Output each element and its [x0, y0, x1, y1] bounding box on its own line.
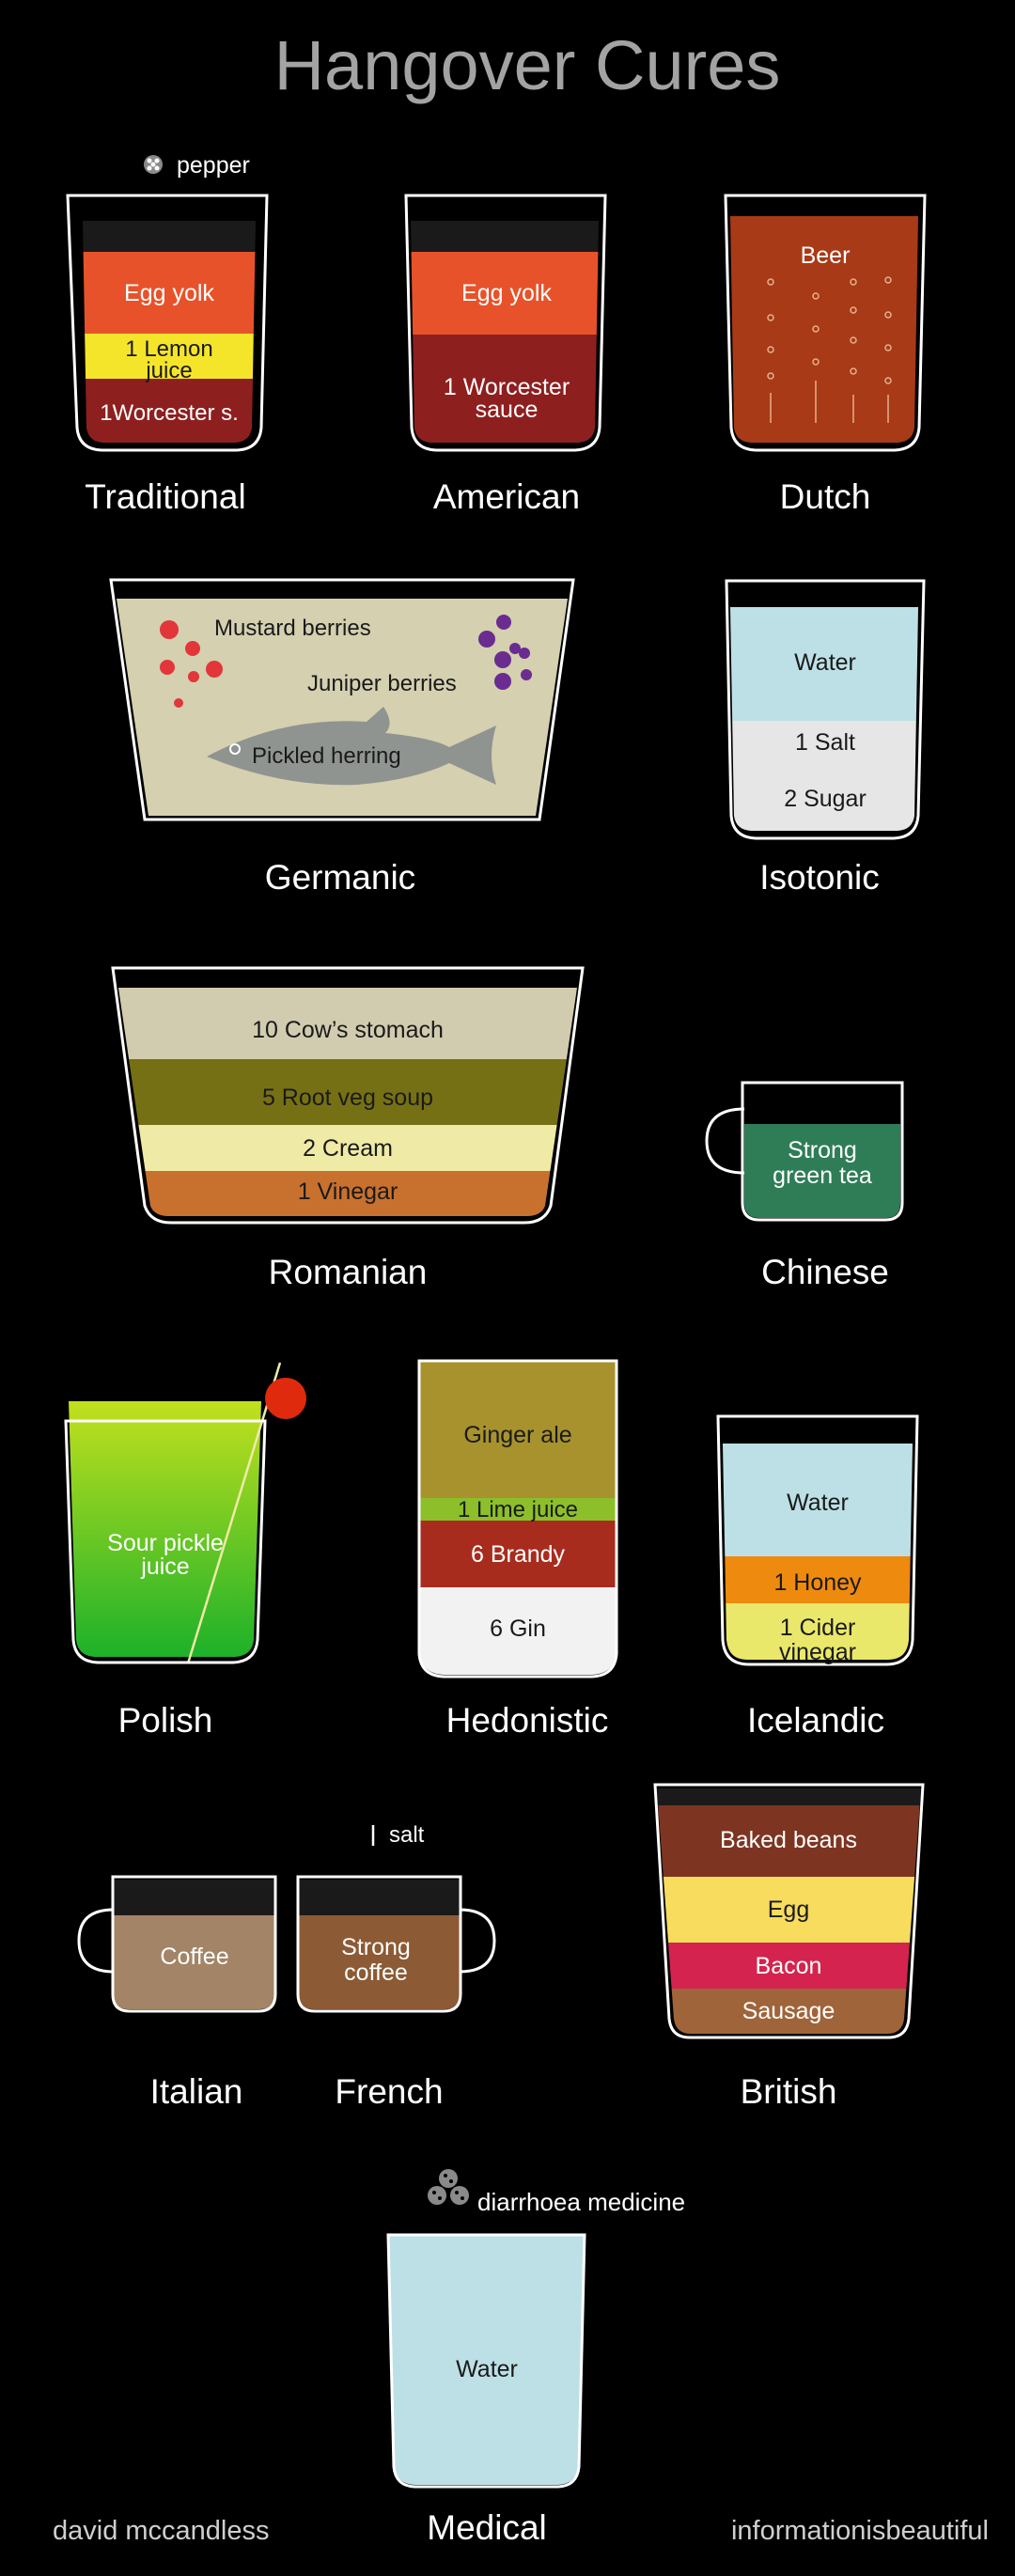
romanian-label: Romanian: [269, 1253, 428, 1291]
italian-layer-coffee: Coffee: [160, 1944, 228, 1970]
cherry-garnish: [265, 1378, 306, 1419]
germanic-juniper-label: Juniper berries: [307, 671, 457, 696]
hedonistic-layer-ginger: Ginger ale: [463, 1422, 571, 1448]
traditional-label: Traditional: [85, 477, 245, 516]
icelandic-glass: Water 1 Honey 1 Cider vinegar: [716, 1414, 919, 1666]
hedonistic-glass: Ginger ale 1 Lime juice 6 Brandy 6 Gin: [417, 1359, 618, 1678]
french-layer-coffee-2: coffee: [344, 1959, 408, 1986]
romanian-layer-root: 5 Root veg soup: [262, 1085, 433, 1111]
polish-layer-pickle-2: juice: [140, 1553, 189, 1580]
pills-icon: [428, 2169, 469, 2205]
american-glass: Egg yolk 1 Worcester sauce: [404, 194, 607, 452]
chinese-layer-tea: Strong: [788, 1137, 857, 1163]
polish-label: Polish: [118, 1701, 213, 1740]
french-garnish: salt: [389, 1822, 425, 1848]
footer-site: informationisbeautiful: [731, 2516, 989, 2546]
icelandic-layer-water: Water: [787, 1490, 849, 1516]
italian-label: Italian: [150, 2072, 243, 2111]
british-layer-sausage: Sausage: [742, 1998, 835, 2024]
chinese-layer-tea-2: green tea: [773, 1163, 872, 1189]
germanic-bowl: Mustard berries Juniper berries Pickled …: [109, 578, 575, 821]
british-label: British: [741, 2072, 837, 2111]
dutch-layer-beer: Beer: [801, 242, 851, 269]
isotonic-label: Isotonic: [759, 858, 880, 897]
romanian-layer-cow: 10 Cow’s stomach: [252, 1017, 444, 1043]
polish-layer-pickle: Sour pickle: [107, 1530, 224, 1556]
american-label: American: [433, 477, 580, 516]
romanian-layer-cream: 2 Cream: [303, 1135, 393, 1162]
herring-fish: [207, 707, 496, 786]
dutch-glass: Beer: [724, 194, 927, 452]
chinese-cup: Strong green tea: [705, 1081, 904, 1222]
polish-glass: Sour pickle juice: [64, 1362, 306, 1664]
icelandic-layer-cider-2: vinegar: [779, 1639, 856, 1665]
italian-cup: Coffee: [77, 1875, 277, 2013]
germanic-label: Germanic: [265, 858, 415, 897]
traditional-layer-egg-yolk: Egg yolk: [124, 280, 214, 306]
icelandic-layer-honey: 1 Honey: [773, 1569, 862, 1596]
french-layer-coffee: Strong: [341, 1934, 411, 1960]
hedonistic-label: Hedonistic: [446, 1701, 609, 1740]
dutch-label: Dutch: [780, 477, 871, 516]
germanic-herring-label: Pickled herring: [252, 743, 401, 769]
traditional-glass: Egg yolk 1 Lemon juice 1Worcester s.: [66, 194, 269, 452]
hedonistic-layer-brandy: 6 Brandy: [471, 1541, 566, 1568]
traditional-layer-lemon: 1 Lemon: [125, 336, 212, 362]
british-layer-bacon: Bacon: [756, 1953, 822, 1979]
medical-layer-water: Water: [456, 2356, 518, 2382]
icelandic-layer-cider: 1 Cider: [780, 1615, 856, 1641]
medical-garnish: diarrhoea medicine: [477, 2188, 685, 2216]
isotonic-layer-salt: 1 Salt: [795, 729, 855, 756]
beer-bubbles: [767, 276, 892, 423]
british-glass: Baked beans Egg Bacon Sausage: [653, 1783, 925, 2039]
american-layer-worcester-2: sauce: [476, 397, 539, 423]
juniper-berries: [478, 615, 532, 690]
germanic-mustard-label: Mustard berries: [214, 616, 371, 641]
hedonistic-layer-gin: 6 Gin: [490, 1616, 546, 1642]
footer-author: david mccandless: [53, 2516, 270, 2546]
romanian-bowl: 10 Cow’s stomach 5 Root veg soup 2 Cream…: [111, 966, 585, 1225]
hedonistic-layer-lime: 1 Lime juice: [458, 1497, 578, 1522]
straw: [186, 1362, 282, 1664]
chinese-label: Chinese: [761, 1253, 889, 1291]
british-layer-egg: Egg: [768, 1897, 809, 1923]
romanian-layer-vinegar: 1 Vinegar: [298, 1179, 398, 1205]
isotonic-glass: Water 1 Salt 2 Sugar: [725, 579, 926, 840]
isotonic-layer-sugar: 2 Sugar: [784, 786, 867, 812]
french-cup: Strong coffee: [296, 1875, 496, 2013]
medical-label: Medical: [427, 2508, 547, 2547]
isotonic-layer-water: Water: [794, 649, 856, 676]
traditional-garnish: pepper: [177, 152, 250, 179]
traditional-layer-lemon-2: juice: [145, 358, 192, 383]
french-label: French: [335, 2072, 443, 2111]
british-layer-beans: Baked beans: [720, 1827, 857, 1853]
icelandic-label: Icelandic: [747, 1701, 884, 1740]
american-layer-worcester: 1 Worcester: [444, 374, 570, 400]
traditional-layer-worcester: 1Worcester s.: [100, 400, 239, 426]
pepper-icon: [144, 155, 163, 174]
american-layer-egg-yolk: Egg yolk: [461, 280, 552, 306]
medical-glass: Water: [386, 2233, 586, 2489]
mustard-berries: [160, 620, 223, 708]
page-title: Hangover Cures: [274, 26, 781, 104]
